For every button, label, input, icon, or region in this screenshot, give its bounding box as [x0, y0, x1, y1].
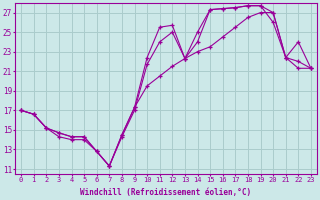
X-axis label: Windchill (Refroidissement éolien,°C): Windchill (Refroidissement éolien,°C)	[80, 188, 252, 197]
